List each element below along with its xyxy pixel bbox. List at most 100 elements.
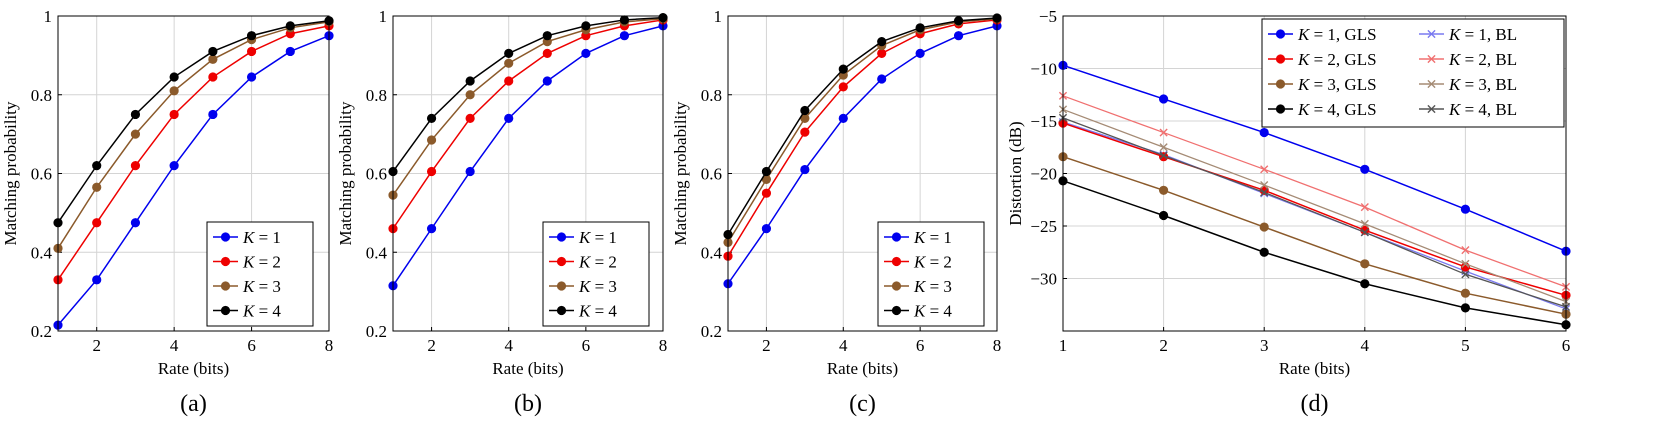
data-point xyxy=(1460,303,1470,313)
panel-label: (a) xyxy=(180,391,207,417)
data-point xyxy=(92,218,102,228)
legend-marker xyxy=(220,281,231,291)
data-point xyxy=(619,15,630,25)
data-point xyxy=(581,21,591,31)
legend-entry: K = 2, GLS xyxy=(1268,50,1377,69)
data-point xyxy=(246,46,257,57)
data-point xyxy=(208,54,218,64)
data-point xyxy=(465,166,475,177)
data-point xyxy=(1260,180,1269,190)
legend-label: K = 2 xyxy=(578,253,617,272)
legend-entry: K = 2 xyxy=(549,253,617,272)
data-point xyxy=(92,275,102,285)
chart-panel-2: 2 4 6 8 0.2 0.4 0.6 0.8 1 Rate (bits) Matching pro… xyxy=(336,7,668,417)
data-point xyxy=(1158,210,1169,221)
legend-label: K = 3 xyxy=(913,277,952,296)
y-tick-label: 1 xyxy=(714,7,723,26)
legend: K = 1 K = 2 K = 3 K = 4 xyxy=(877,221,985,327)
data-point xyxy=(504,48,514,59)
data-point xyxy=(1259,127,1269,138)
x-tick-label: 6 xyxy=(582,336,591,355)
data-point xyxy=(1159,151,1168,160)
series-5 xyxy=(1058,152,1571,319)
data-point xyxy=(246,72,257,82)
series-line xyxy=(57,25,330,281)
data-point xyxy=(1460,204,1470,214)
legend-label: K = 2, GLS xyxy=(1297,50,1377,69)
series-4 xyxy=(723,13,1002,240)
data-point xyxy=(1159,128,1168,137)
data-point xyxy=(877,36,887,47)
y-tick-label: 0.2 xyxy=(366,322,387,341)
y-tick-label: 1 xyxy=(379,7,388,26)
y-tick-label: −15 xyxy=(1030,112,1057,131)
data-point xyxy=(1360,228,1369,237)
legend-marker xyxy=(1275,79,1286,89)
data-point xyxy=(92,182,102,192)
y-tick-label: −20 xyxy=(1030,165,1057,184)
data-point xyxy=(953,31,964,41)
legend-entry: K = 3 xyxy=(549,277,617,296)
legend-label: K = 1, GLS xyxy=(1297,25,1377,44)
data-point xyxy=(504,113,514,123)
series-line xyxy=(1062,108,1567,303)
series-line xyxy=(1062,117,1567,308)
legend-entry: K = 3, BL xyxy=(1419,75,1517,94)
data-point xyxy=(130,161,141,171)
data-point xyxy=(838,82,848,92)
data-point xyxy=(1360,164,1370,174)
legend-marker xyxy=(1427,79,1436,89)
legend-entry: K = 3, GLS xyxy=(1268,75,1377,94)
data-point xyxy=(426,135,437,145)
legend-label: K = 3, BL xyxy=(1448,75,1517,94)
data-point xyxy=(465,90,475,100)
series-line xyxy=(392,25,664,287)
data-point xyxy=(130,109,141,120)
y-axis-label: Distortion (dB) xyxy=(1006,121,1025,225)
data-point xyxy=(169,161,179,171)
legend-label: K = 2, BL xyxy=(1448,50,1517,69)
y-axis-label: Matching probability xyxy=(336,101,355,246)
panel-label: (c) xyxy=(849,391,876,417)
x-axis-label: Rate (bits) xyxy=(492,359,563,378)
legend-label: K = 3 xyxy=(578,277,617,296)
data-point xyxy=(246,31,257,41)
panel-label: (d) xyxy=(1301,391,1329,417)
y-axis-label: Matching probability xyxy=(671,101,690,246)
data-point xyxy=(838,64,848,74)
data-point xyxy=(1259,222,1269,232)
legend-marker xyxy=(1427,54,1436,64)
data-point xyxy=(426,224,437,234)
x-tick-label: 5 xyxy=(1461,336,1470,355)
series-line xyxy=(392,16,664,172)
data-point xyxy=(504,58,514,68)
y-tick-label: 0.2 xyxy=(701,322,722,341)
y-tick-label: 0.8 xyxy=(366,86,387,105)
axes-frame xyxy=(57,15,330,332)
legend-entry: K = 4 xyxy=(549,302,617,321)
series-1 xyxy=(1058,60,1571,256)
data-point xyxy=(542,48,552,59)
data-point xyxy=(1360,219,1369,228)
legend-label: K = 4 xyxy=(578,302,617,321)
data-point xyxy=(761,224,772,234)
data-point xyxy=(1360,203,1369,212)
panel-label: (b) xyxy=(514,391,542,417)
data-point xyxy=(285,46,295,57)
legend-entry: K = 4, BL xyxy=(1419,100,1517,119)
data-point xyxy=(542,31,552,41)
y-tick-label: 0.6 xyxy=(366,165,387,184)
series-line xyxy=(1062,122,1567,297)
series-8 xyxy=(1058,113,1571,311)
series-1 xyxy=(388,21,668,291)
data-point xyxy=(1461,246,1470,255)
series-line xyxy=(1062,180,1567,326)
legend-marker xyxy=(220,305,231,316)
x-tick-label: 8 xyxy=(325,336,334,355)
legend-label: K = 3 xyxy=(242,277,281,296)
legend-box xyxy=(1261,18,1565,128)
series-line xyxy=(57,34,330,326)
legend-entry: K = 1, BL xyxy=(1419,25,1517,44)
data-point xyxy=(208,109,218,120)
legend: K = 1, GLS K = 1, BL K = 2, GLS K = 2, BL K … xyxy=(1261,18,1565,128)
